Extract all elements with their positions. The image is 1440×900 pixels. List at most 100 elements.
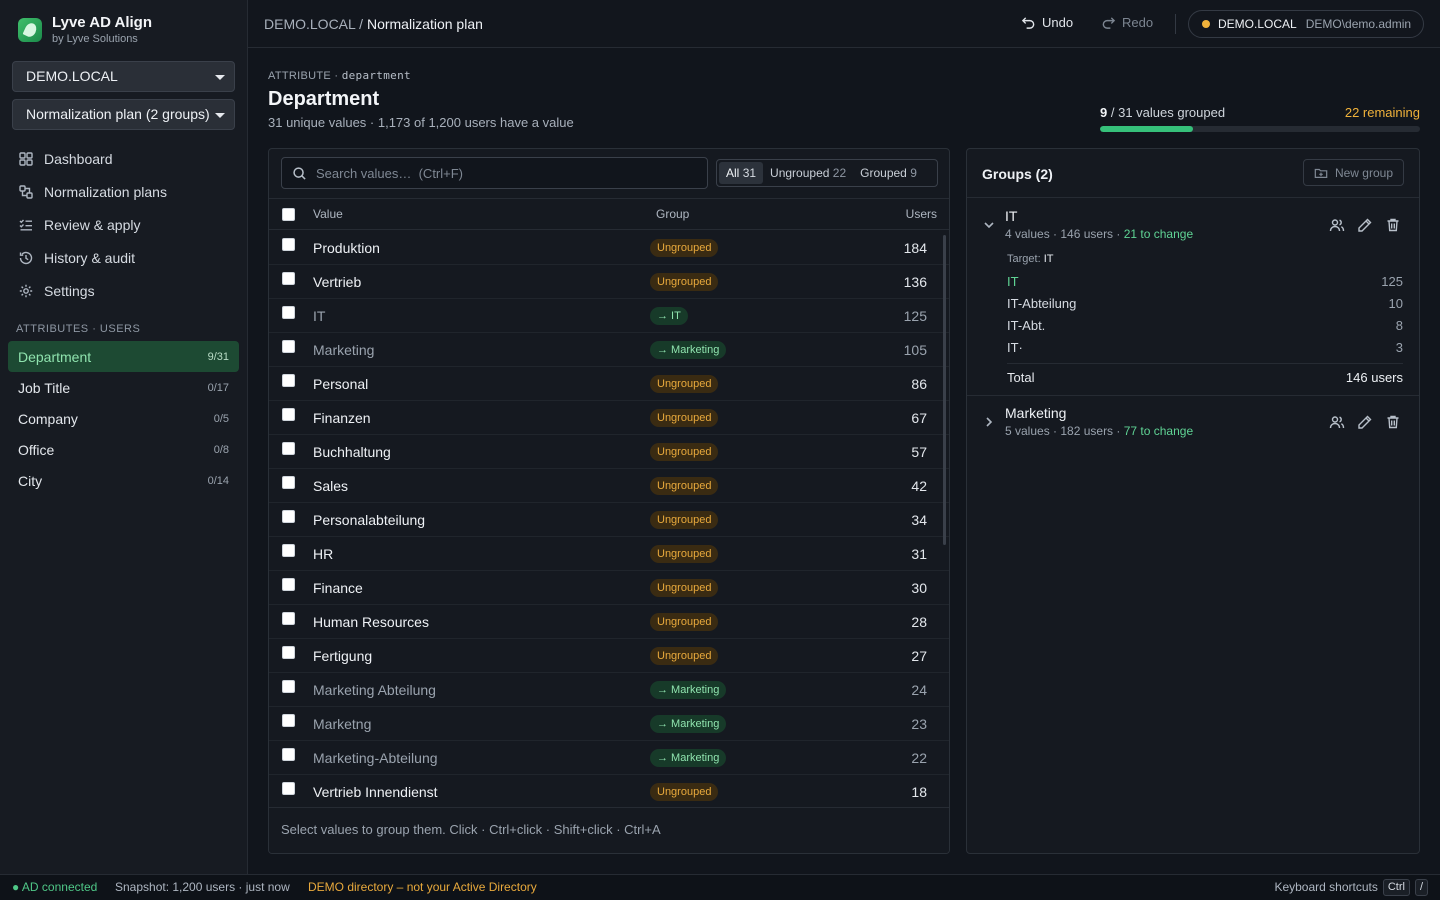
row-checkbox[interactable]	[282, 748, 295, 761]
row-checkbox[interactable]	[282, 612, 295, 625]
nav-dashboard[interactable]: Dashboard	[8, 142, 240, 175]
group-badge: Ungrouped	[650, 409, 719, 427]
connection-pill[interactable]: DEMO.LOCAL DEMO\demo.admin	[1188, 10, 1424, 38]
row-checkbox[interactable]	[282, 782, 295, 795]
group-value: IT-Abteilung	[1007, 296, 1077, 311]
undo-label: Undo	[1042, 15, 1074, 30]
edit-icon[interactable]	[1357, 414, 1373, 430]
group-value-row[interactable]: IT-Abteilung 10	[1007, 296, 1403, 318]
table-row[interactable]: Finanzen Ungrouped 67	[269, 401, 949, 435]
row-checkbox[interactable]	[282, 238, 295, 251]
row-users: 18	[911, 784, 927, 800]
group-name[interactable]: IT	[1005, 208, 1018, 224]
row-checkbox[interactable]	[282, 578, 295, 591]
table-row[interactable]: Vertrieb Innendienst Ungrouped 18	[269, 775, 949, 809]
nav-review-apply[interactable]: Review & apply	[8, 208, 240, 241]
app-subtitle: by Lyve Solutions	[52, 33, 138, 45]
row-checkbox[interactable]	[282, 272, 295, 285]
plan-select[interactable]: Normalization plan (2 groups)	[12, 99, 235, 130]
nav-settings[interactable]: Settings	[8, 274, 240, 307]
row-value: Vertrieb	[313, 274, 362, 290]
row-checkbox[interactable]	[282, 714, 295, 727]
select-all-checkbox[interactable]	[282, 208, 295, 221]
domain-select[interactable]: DEMO.LOCAL	[12, 61, 235, 92]
undo-button[interactable]: Undo	[1021, 15, 1073, 30]
chevron-right-icon[interactable]	[983, 416, 995, 428]
filter-all[interactable]: All 31	[719, 162, 764, 184]
attribute-key: department	[341, 69, 411, 82]
row-checkbox[interactable]	[282, 306, 295, 319]
table-row[interactable]: Marketng → Marketing 23	[269, 707, 949, 741]
progress-total-text: / 31 values grouped	[1110, 105, 1226, 120]
attribute-item-job-title[interactable]: Job Title 0/17	[8, 372, 239, 403]
table-row[interactable]: Sales Ungrouped 42	[269, 469, 949, 503]
breadcrumb-current: Normalization plan	[366, 16, 483, 32]
group-value-row[interactable]: IT-Abt. 8	[1007, 318, 1403, 340]
trash-icon[interactable]	[1385, 414, 1401, 430]
edit-icon[interactable]	[1357, 217, 1373, 233]
attribute-count: 9/31	[207, 350, 229, 363]
row-checkbox[interactable]	[282, 408, 295, 421]
row-users: 31	[911, 546, 927, 562]
attribute-item-office[interactable]: Office 0/8	[8, 434, 239, 465]
row-checkbox[interactable]	[282, 374, 295, 387]
attribute-summary: 31 unique values · 1,173 of 1,200 users …	[268, 115, 574, 130]
table-row[interactable]: Produktion Ungrouped 184	[269, 231, 949, 265]
breadcrumb-separator: /	[359, 16, 364, 32]
users-icon[interactable]	[1329, 217, 1345, 233]
row-checkbox[interactable]	[282, 510, 295, 523]
group-name[interactable]: Marketing	[1005, 405, 1067, 421]
table-row[interactable]: HR Ungrouped 31	[269, 537, 949, 571]
table-row[interactable]: Personalabteilung Ungrouped 34	[269, 503, 949, 537]
attribute-item-city[interactable]: City 0/14	[8, 465, 239, 496]
groups-panel: Groups (2) New group IT 4 values · 146 u…	[966, 148, 1420, 854]
row-checkbox[interactable]	[282, 442, 295, 455]
selection-hint: Select values to group them. Click · Ctr…	[269, 807, 949, 853]
table-row[interactable]: Fertigung Ungrouped 27	[269, 639, 949, 673]
redo-button[interactable]: Redo	[1101, 15, 1153, 30]
row-checkbox[interactable]	[282, 646, 295, 659]
table-row[interactable]: Personal Ungrouped 86	[269, 367, 949, 401]
scrollbar[interactable]	[943, 235, 946, 545]
table-row[interactable]: Marketing-Abteilung → Marketing 22	[269, 741, 949, 775]
row-checkbox[interactable]	[282, 476, 295, 489]
status-bar: ● AD connected Snapshot: 1,200 users · j…	[0, 874, 1440, 900]
column-header-group[interactable]: Group	[656, 207, 690, 221]
table-row[interactable]: Buchhaltung Ungrouped 57	[269, 435, 949, 469]
table-row[interactable]: Finance Ungrouped 30	[269, 571, 949, 605]
attribute-item-department[interactable]: Department 9/31	[8, 341, 239, 372]
app-logo	[18, 18, 42, 42]
table-row[interactable]: Marketing Abteilung → Marketing 24	[269, 673, 949, 707]
nav-normalization-plans[interactable]: Normalization plans	[8, 175, 240, 208]
group-value: IT-Abt.	[1007, 318, 1046, 333]
group-badge: → Marketing	[650, 715, 727, 733]
group-value-row[interactable]: IT· 3	[1007, 340, 1403, 362]
folder-plus-icon	[1314, 168, 1328, 178]
search-box[interactable]	[281, 157, 708, 189]
filter-ungrouped[interactable]: Ungrouped 22	[763, 162, 853, 184]
table-row[interactable]: IT → IT 125	[269, 299, 949, 333]
trash-icon[interactable]	[1385, 217, 1401, 233]
table-row[interactable]: Human Resources Ungrouped 28	[269, 605, 949, 639]
column-header-value[interactable]: Value	[313, 207, 343, 221]
row-value: Marketng	[313, 716, 372, 732]
table-row[interactable]: Vertrieb Ungrouped 136	[269, 265, 949, 299]
row-checkbox[interactable]	[282, 340, 295, 353]
new-group-button[interactable]: New group	[1302, 159, 1404, 186]
filter-grouped[interactable]: Grouped 9	[853, 162, 924, 184]
table-row[interactable]: Marketing → Marketing 105	[269, 333, 949, 367]
row-checkbox[interactable]	[282, 680, 295, 693]
attribute-item-company[interactable]: Company 0/5	[8, 403, 239, 434]
chevron-down-icon[interactable]	[983, 219, 995, 231]
row-checkbox[interactable]	[282, 544, 295, 557]
users-icon[interactable]	[1329, 414, 1345, 430]
group-badge: Ungrouped	[650, 273, 719, 291]
groups-title: Groups (2)	[982, 166, 1053, 182]
breadcrumb-root[interactable]: DEMO.LOCAL	[264, 16, 356, 32]
nav-history-audit[interactable]: History & audit	[8, 241, 240, 274]
group-total: Total 146 users	[1007, 363, 1403, 385]
group-value-row[interactable]: IT 125	[1007, 274, 1403, 296]
search-input[interactable]	[316, 165, 686, 181]
column-header-users[interactable]: Users	[905, 207, 937, 221]
keyboard-shortcuts[interactable]: Keyboard shortcuts Ctrl /	[1274, 875, 1428, 899]
